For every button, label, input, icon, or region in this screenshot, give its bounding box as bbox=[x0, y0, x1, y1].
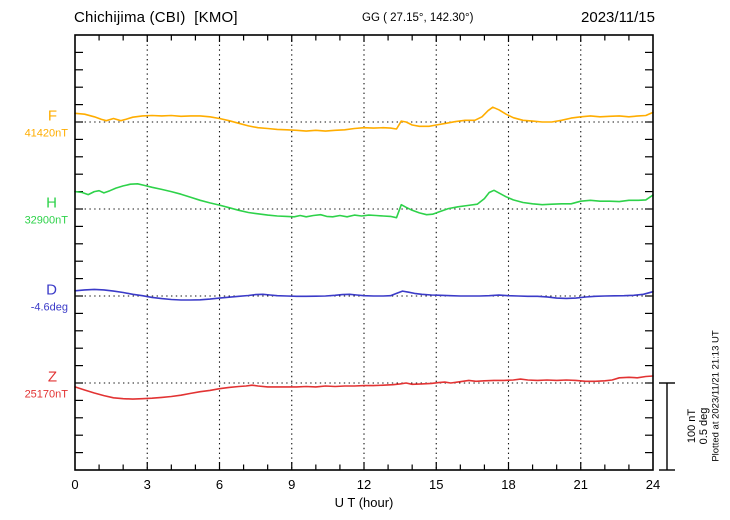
trace-letter-H: H bbox=[46, 194, 57, 212]
scale-bar-nt-label: 100 nT bbox=[686, 408, 698, 444]
plot-frame bbox=[74, 34, 654, 471]
x-tick-label-12: 12 bbox=[356, 477, 372, 492]
trace-baseline-value-H: 32900nT bbox=[24, 214, 68, 227]
x-tick-label-6: 6 bbox=[215, 477, 224, 492]
trace-baseline-value-F: 41420nT bbox=[24, 127, 68, 140]
trace-baseline-value-D: -4.6deg bbox=[30, 301, 68, 314]
trace-H bbox=[74, 183, 654, 219]
station-title: Chichijima (CBI) [KMO] bbox=[74, 9, 238, 26]
x-tick-label-21: 21 bbox=[573, 477, 588, 492]
trace-label-H: H 32900nT bbox=[0, 196, 68, 229]
x-tick-label-15: 15 bbox=[429, 477, 444, 492]
x-tick-label-9: 9 bbox=[288, 477, 296, 492]
trace-F bbox=[74, 106, 654, 132]
trace-baseline-value-Z: 25170nT bbox=[24, 388, 68, 401]
x-tick-label-18: 18 bbox=[501, 477, 516, 492]
trace-D bbox=[74, 288, 654, 301]
observation-date: 2023/11/15 bbox=[581, 9, 655, 26]
x-tick-label-0: 0 bbox=[71, 477, 79, 492]
x-tick-label-24: 24 bbox=[645, 477, 661, 492]
plotted-timestamp-note: Plotted at 2023/11/21 21:13 UT bbox=[710, 330, 722, 462]
trace-label-F: F 41420nT bbox=[0, 109, 68, 142]
trace-Z bbox=[74, 375, 654, 400]
trace-letter-D: D bbox=[46, 281, 57, 299]
trace-letter-Z: Z bbox=[47, 368, 57, 386]
trace-label-Z: Z 25170nT bbox=[0, 370, 68, 403]
scale-bar-label: 100 nT 0.5 deg bbox=[686, 408, 710, 445]
trace-letter-F: F bbox=[47, 107, 57, 125]
geographic-coordinates: GG ( 27.15°, 142.30°) bbox=[362, 12, 474, 24]
scale-bar-deg-label: 0.5 deg bbox=[698, 407, 710, 445]
x-tick-label-3: 3 bbox=[143, 477, 151, 492]
x-axis-title: U T (hour) bbox=[334, 495, 394, 510]
trace-label-D: D -4.6deg bbox=[0, 283, 68, 316]
